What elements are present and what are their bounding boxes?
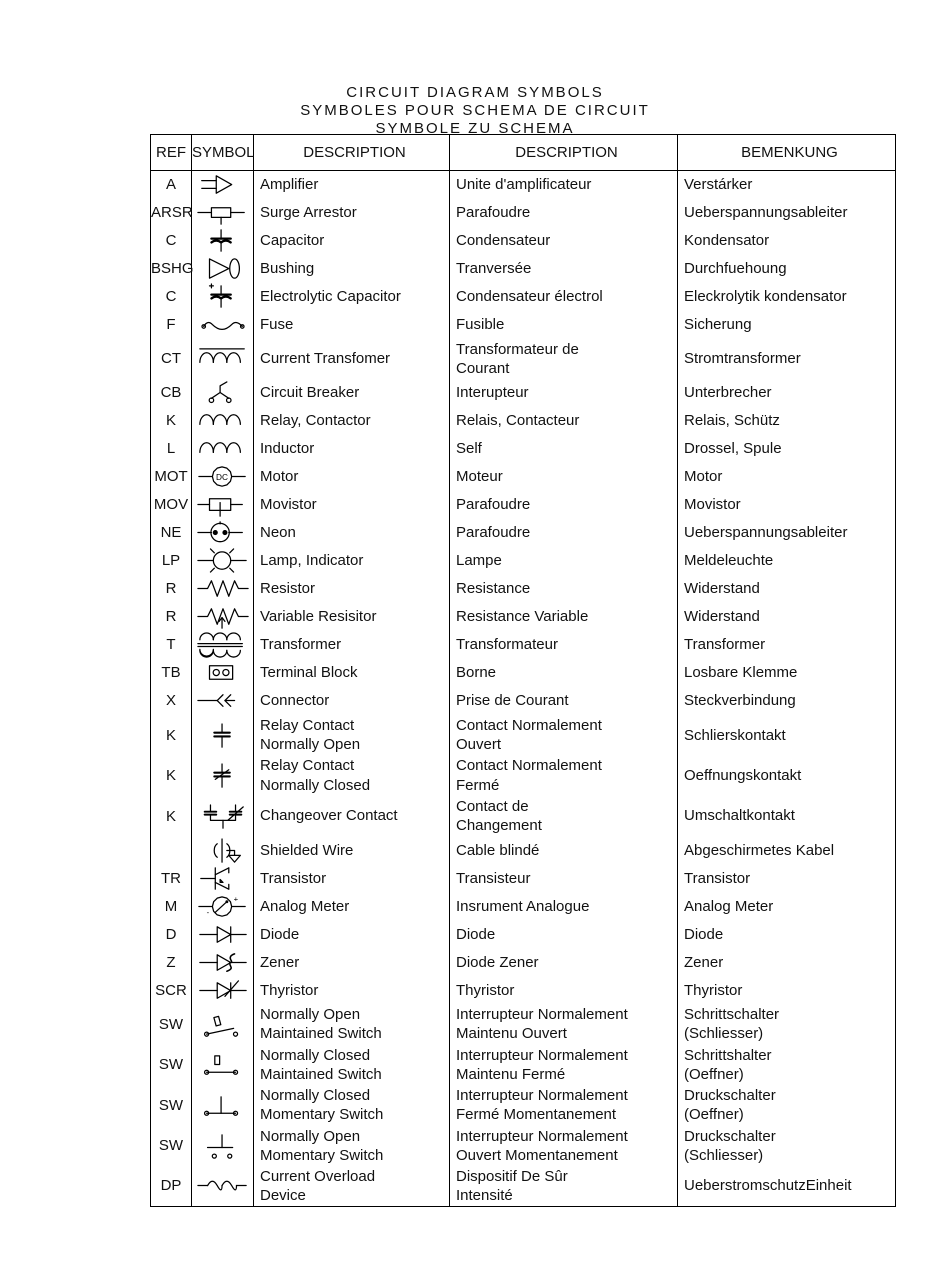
svg-text:-: -	[206, 908, 209, 917]
svg-text:DC: DC	[216, 473, 228, 482]
svg-text:+: +	[233, 894, 238, 903]
